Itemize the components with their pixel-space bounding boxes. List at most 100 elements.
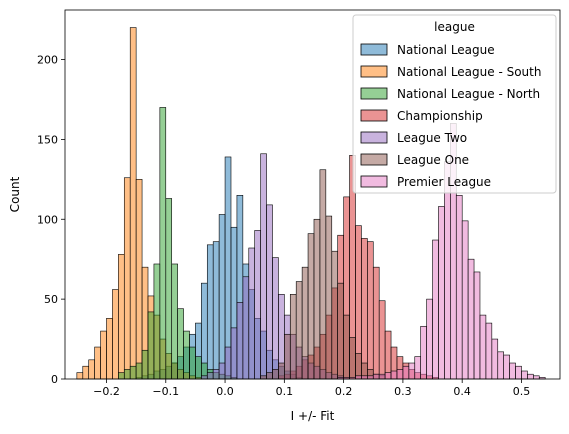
histogram-bar <box>242 276 250 380</box>
x-axis-ticks: −0.2 −0.1 0.0 0.1 0.2 0.3 0.4 0.5 <box>93 379 530 398</box>
histogram-bar <box>272 257 279 380</box>
histogram-bar <box>266 372 273 380</box>
histogram-bar <box>414 356 421 380</box>
histogram-bar <box>325 215 333 380</box>
histogram-bar <box>509 362 516 380</box>
histogram-bar <box>195 356 202 380</box>
legend-title: league <box>434 20 475 34</box>
histogram-bar <box>129 365 137 380</box>
histogram-bar <box>272 369 279 380</box>
x-tick-label: 0.5 <box>513 385 531 398</box>
histogram-bar <box>260 153 267 380</box>
legend-item: League One <box>360 153 469 167</box>
histogram-bar <box>260 375 267 380</box>
legend-swatch <box>360 109 388 122</box>
histogram-bar <box>201 375 208 380</box>
histogram-bar <box>455 195 463 380</box>
histogram-bar <box>284 333 291 380</box>
histogram-bar <box>301 266 309 380</box>
legend-label: League Two <box>397 131 467 145</box>
legend-swatch <box>360 153 388 166</box>
histogram-bar <box>212 369 220 380</box>
histogram-bar <box>135 179 143 380</box>
histogram-bar <box>444 161 451 380</box>
histogram-bar <box>159 107 167 380</box>
x-tick-label: 0.3 <box>394 385 412 398</box>
histogram-bar <box>426 298 433 380</box>
series-2 <box>118 107 238 380</box>
x-tick-label: 0.1 <box>276 385 294 398</box>
histogram-bar <box>118 372 125 380</box>
histogram-bar <box>396 369 404 380</box>
legend-item: League Two <box>360 131 467 145</box>
legend-swatch <box>360 131 388 144</box>
histogram-bar <box>171 263 178 380</box>
y-tick-label: 0 <box>51 373 58 386</box>
histogram-bar <box>402 365 410 380</box>
histogram-bar <box>147 311 155 380</box>
histogram-bar <box>129 27 137 380</box>
histogram-bar <box>367 241 374 380</box>
histogram-bar <box>319 169 327 380</box>
histogram-bar <box>307 233 315 380</box>
histogram-bar <box>206 244 214 380</box>
histogram-bar <box>343 314 350 380</box>
histogram-bar <box>206 372 214 380</box>
y-tick-label: 50 <box>44 293 58 306</box>
histogram-bar <box>355 353 362 380</box>
y-axis-ticks: 0 50 100 150 200 <box>37 54 65 386</box>
histogram-bar <box>497 351 504 380</box>
histogram-bar <box>189 346 196 380</box>
x-tick-label: 0.0 <box>216 385 234 398</box>
histogram-bar <box>94 346 101 380</box>
histogram-bar <box>372 373 380 380</box>
histogram-bar <box>248 247 256 380</box>
histogram-bar <box>527 373 534 380</box>
histogram-bar <box>266 204 273 380</box>
histogram-bar <box>485 322 493 380</box>
histogram-bar <box>123 177 131 380</box>
histogram-bar <box>289 294 297 380</box>
histogram-bar <box>503 354 510 380</box>
histogram-bar <box>218 214 226 380</box>
x-tick-label: −0.2 <box>93 385 120 398</box>
histogram-bar <box>372 266 380 380</box>
histogram-bar <box>153 263 161 380</box>
histogram-bar <box>236 302 244 380</box>
histogram-bar <box>349 337 356 380</box>
histogram-bar <box>384 330 392 380</box>
histogram-bar <box>361 375 368 380</box>
histogram-bar <box>212 241 220 380</box>
x-tick-label: 0.4 <box>453 385 471 398</box>
histogram-bar <box>521 370 528 380</box>
y-axis-label: Count <box>8 176 22 212</box>
x-tick-label: −0.1 <box>152 385 179 398</box>
legend-label: National League <box>397 43 495 57</box>
histogram-bar <box>76 372 84 380</box>
legend: league National League National League - … <box>352 14 557 194</box>
histogram-bar <box>378 300 386 380</box>
histogram-bar <box>331 250 338 380</box>
legend-label: National League - South <box>397 65 541 79</box>
plot-frame <box>64 9 561 380</box>
legend-box <box>352 14 557 194</box>
x-tick-label: 0.2 <box>335 385 353 398</box>
legend-item: Premier League <box>360 175 491 189</box>
histogram-bar <box>230 327 238 380</box>
y-tick-label: 150 <box>37 133 58 146</box>
legend-label: League One <box>397 153 469 167</box>
histogram-bar <box>88 359 95 380</box>
histogram-bar <box>461 220 469 380</box>
y-tick-label: 100 <box>37 213 58 226</box>
histogram-bar <box>141 349 149 380</box>
histogram-bar <box>467 258 475 380</box>
histogram-bar <box>384 372 392 380</box>
histogram-bar <box>390 370 398 380</box>
histogram-bar <box>479 314 487 380</box>
histogram-bar <box>420 325 427 380</box>
histogram-bar <box>515 365 522 380</box>
histogram-bar <box>218 362 226 380</box>
histogram-bar <box>177 308 184 380</box>
legend-swatch <box>360 65 388 78</box>
histogram-bar <box>278 362 285 380</box>
